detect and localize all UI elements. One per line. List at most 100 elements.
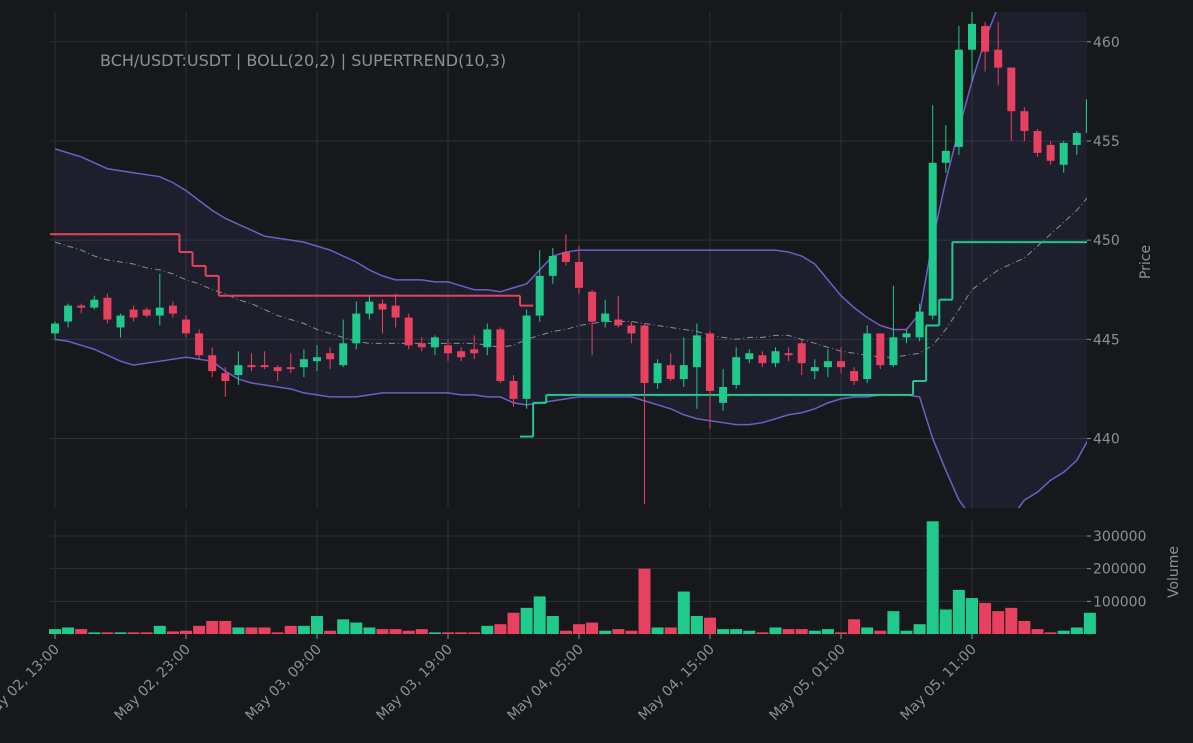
boll-lower (54, 338, 1087, 508)
candle-body (535, 275, 544, 316)
x-tick-label: May 05, 01:00 (766, 642, 848, 724)
volume-bar (324, 630, 337, 634)
volume-bar (795, 629, 808, 634)
volume-bar (546, 616, 559, 634)
candle-body (588, 291, 597, 322)
candle-body (273, 367, 282, 372)
x-tick-label: May 04, 15:00 (635, 642, 717, 724)
candle-body (758, 355, 767, 364)
volume-bar (468, 632, 481, 634)
volume-bar (193, 625, 206, 634)
candle-body (522, 315, 531, 399)
y2-axis-label: Volume (1166, 546, 1182, 598)
volume-bar (1044, 632, 1057, 634)
candle-body (129, 309, 138, 318)
volume-bar (1005, 607, 1018, 634)
volume-bar (114, 632, 127, 634)
y-tick-label: 455 (1093, 134, 1120, 150)
candle-body (1059, 142, 1068, 165)
candle-body (195, 333, 204, 356)
volume-bar (88, 632, 101, 634)
volume-bar (900, 630, 913, 634)
candle-body (771, 351, 780, 364)
candle-body (77, 305, 86, 308)
y2-tick-label: 200000 (1093, 562, 1146, 578)
candle-body (417, 343, 426, 348)
volume-bar (1018, 620, 1031, 634)
candle-body (352, 313, 361, 344)
volume-bar (363, 627, 376, 634)
x-tick-label: May 02, 23:00 (111, 642, 193, 724)
candle-body (692, 335, 701, 368)
volume-bar (952, 589, 965, 634)
candle-body (889, 337, 898, 366)
volume-bar (442, 632, 454, 634)
candle-body (64, 305, 73, 322)
volume-bar (232, 627, 245, 634)
candle-body (168, 305, 177, 314)
volume-bar (180, 630, 192, 634)
candle-body (457, 351, 466, 358)
candle-body (326, 353, 335, 360)
volume-bar (992, 611, 1005, 634)
volume-bar (939, 609, 952, 634)
candle-body (601, 313, 610, 322)
volume-bar (743, 630, 756, 634)
volume-bar (1070, 627, 1083, 634)
volume-bar (166, 631, 179, 634)
volume-bar (415, 629, 428, 634)
volume-bar (245, 627, 258, 634)
candle-body (1007, 67, 1016, 112)
candle-body (915, 311, 924, 338)
candle-body (313, 357, 321, 362)
volume-bar (428, 632, 441, 634)
volume-bar (913, 624, 926, 634)
y-tick-label: 440 (1093, 432, 1120, 448)
candle-body (941, 150, 950, 163)
candle-body (981, 25, 990, 52)
volume-bar (101, 632, 114, 634)
volume-bar (75, 629, 88, 634)
candle-body (1020, 111, 1029, 132)
candle-body (90, 299, 99, 308)
volume-bar (887, 611, 900, 634)
volume-bar (271, 632, 284, 634)
candle-body (391, 305, 400, 318)
volume-bar (258, 627, 271, 634)
y-tick-label: 445 (1093, 332, 1120, 348)
candle-body (745, 353, 754, 360)
x-tick-label: May 04, 05:00 (504, 642, 586, 724)
volume-bar (284, 625, 297, 634)
candle-body (706, 333, 714, 391)
candle-body (51, 323, 59, 334)
candle-body (142, 309, 151, 316)
candle-body (299, 359, 308, 368)
candle-body (509, 381, 518, 399)
volume-bar (62, 627, 75, 634)
volume-bar (311, 616, 323, 634)
candle-body (837, 361, 845, 368)
volume-bar (1031, 629, 1044, 634)
volume-bar (494, 624, 507, 634)
candle-body (810, 367, 819, 372)
candle-body (666, 365, 675, 380)
candle-body (444, 345, 452, 354)
volume-bar (625, 630, 638, 634)
volume-bar (350, 622, 363, 634)
volume-bar (140, 632, 153, 634)
volume-bar (507, 612, 520, 634)
candle-body (902, 333, 911, 338)
grid (50, 12, 1087, 634)
candle-body (155, 307, 164, 316)
y2-tick-label: 100000 (1093, 594, 1146, 610)
volume-bar (599, 630, 612, 634)
candle-body (575, 261, 583, 288)
candle-body (470, 349, 479, 354)
candle-body (483, 329, 492, 348)
candle-body (103, 297, 112, 320)
y-tick-label: 450 (1093, 233, 1120, 249)
volume-plot (49, 521, 1096, 634)
candle-body (496, 329, 505, 382)
candle-body (1046, 144, 1055, 161)
